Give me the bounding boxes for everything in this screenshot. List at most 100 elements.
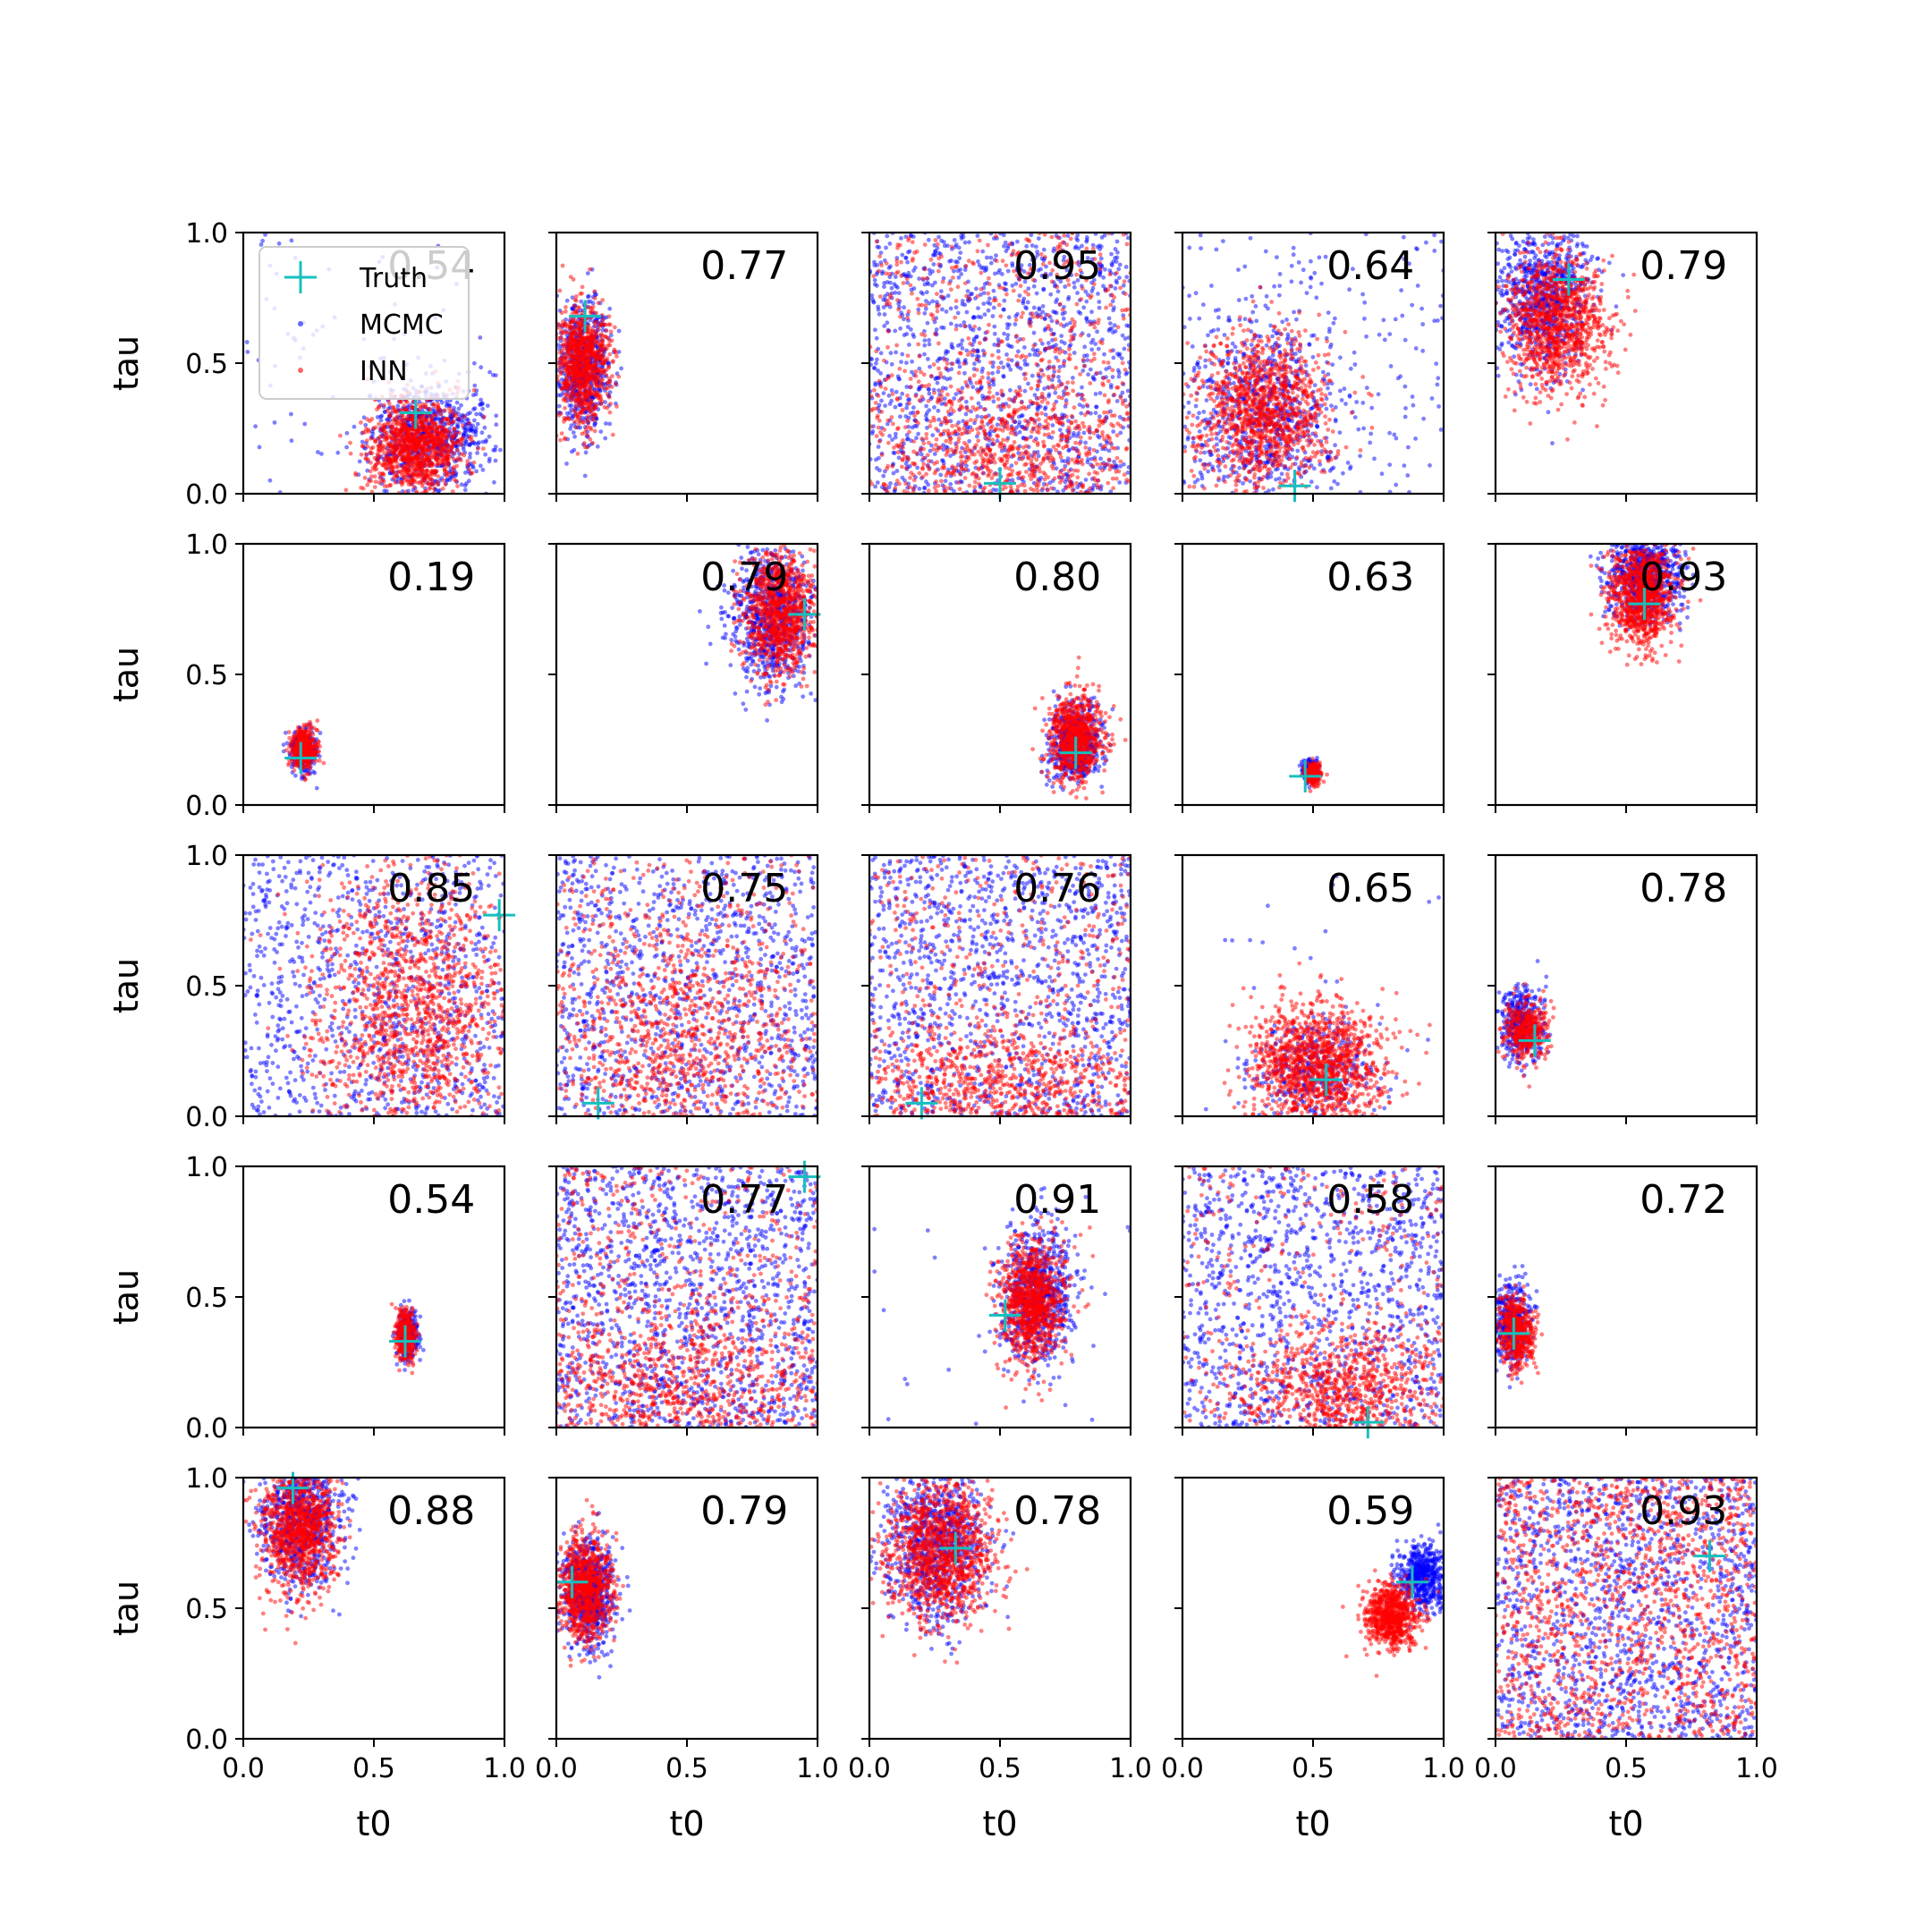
inn-point [571,338,575,343]
inn-point [445,417,451,422]
mcmc-point [1029,233,1034,238]
mcmc-point [1055,276,1060,282]
inn-point [1013,318,1019,322]
inn-point [392,476,396,481]
mcmc-point [344,445,349,450]
inn-point [424,424,429,429]
inn-point [416,441,421,446]
mcmc-point [572,434,577,439]
mcmc-point [869,293,875,298]
inn-point [588,425,593,430]
inn-point [439,419,444,425]
mcmc-point [1117,480,1123,485]
mcmc-point [1075,233,1080,238]
inn-point [451,451,456,455]
mcmc-point [935,380,940,386]
mcmc-point [619,366,623,371]
mcmc-point [927,391,932,396]
inn-point [425,434,429,439]
mcmc-point [258,242,264,247]
mcmc-point [1123,336,1128,341]
inn-point [362,475,368,480]
inn-point [385,484,390,489]
inn-point [598,380,604,386]
mcmc-point [1124,370,1130,376]
inn-point [382,461,387,466]
mcmc-point [1001,374,1006,379]
inn-point [561,319,565,324]
mcmc-point [904,360,909,365]
inn-point [377,405,381,410]
inn-point [423,404,428,410]
inn-point [390,422,395,427]
inn-point [460,423,465,428]
mcmc-point [986,376,991,381]
mcmc-point [498,447,503,453]
inn-point [450,470,455,476]
inn-point [398,422,403,428]
inn-point [577,411,581,417]
inn-point [585,402,589,407]
mcmc-point [1064,267,1070,273]
mcmc-point [886,485,892,490]
mcmc-point [1102,352,1106,357]
inn-point [563,436,568,441]
mcmc-point [1072,430,1076,436]
inn-point [584,386,589,392]
mcmc-point [1042,386,1046,391]
inn-point [605,405,610,411]
mcmc-point [272,420,277,425]
mcmc-point [926,482,931,487]
mcmc-point [1035,250,1040,254]
mcmc-point [959,272,963,276]
panel-2: 0.77 [548,231,819,502]
inn-point [911,439,917,444]
mcmc-point [302,421,308,427]
inn-point [589,310,594,315]
inn-point [395,464,400,470]
mcmc-point [1084,316,1089,320]
mcmc-point [1048,292,1054,297]
inn-point [369,451,375,456]
mcmc-point [1117,275,1122,280]
mcmc-point [1065,456,1071,462]
inn-point [1022,377,1028,381]
mcmc-point [1106,448,1112,453]
inn-point [409,405,414,411]
inn-point [393,454,398,459]
inn-point [915,296,920,301]
inn-point [1123,368,1128,372]
mcmc-point [1090,375,1096,379]
inn-point [596,301,601,306]
mcmc-point [1022,279,1028,284]
mcmc-point [906,270,911,275]
inn-point [364,438,369,443]
mcmc-point [928,364,932,369]
inn-point [981,464,986,470]
mcmc-point [903,255,909,260]
inn-point [1120,381,1125,386]
inn-point [369,489,375,494]
mcmc-point [479,463,483,469]
mcmc-point [882,324,887,328]
mcmc-point [1085,358,1090,362]
mcmc-point [469,462,473,466]
inn-point [369,474,374,479]
inn-point [420,402,425,407]
mcmc-point [985,255,989,260]
inn-point [564,309,568,314]
inn-point [903,481,909,487]
mcmc-point [1083,289,1089,294]
mcmc-point [1086,333,1091,338]
inn-point [1042,233,1047,237]
mcmc-point [960,299,965,303]
mcmc-point [463,470,468,475]
mcmc-point [894,431,898,436]
inn-point [445,461,451,466]
mcmc-point [1098,244,1104,250]
mcmc-point [363,422,369,428]
mcmc-point [475,441,480,446]
mcmc-point [964,463,969,469]
mcmc-point [911,332,916,337]
inn-point [382,402,386,408]
